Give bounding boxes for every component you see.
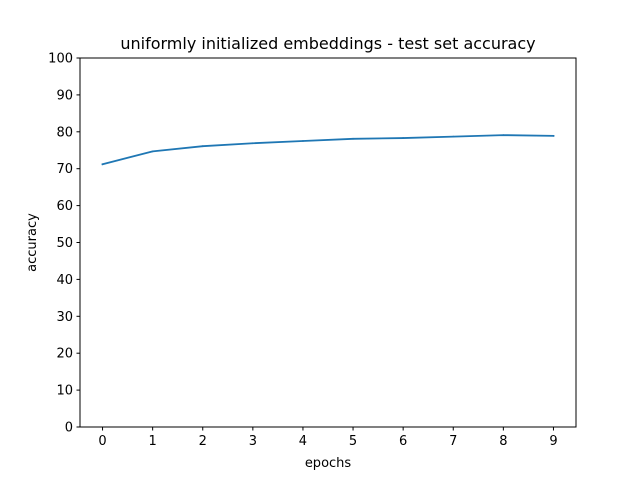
plot-area-frame bbox=[79, 57, 577, 428]
y-tick-label-6: 60 bbox=[56, 199, 73, 214]
y-tick-label-8: 80 bbox=[56, 125, 73, 140]
y-axis-title: accuracy bbox=[25, 213, 40, 272]
data-point-0-7 bbox=[452, 135, 455, 138]
y-tick-label-9: 90 bbox=[56, 88, 73, 103]
x-axis-ticks: 0 1 2 3 4 5 6 7 8 9 bbox=[98, 427, 558, 449]
data-point-0-9 bbox=[552, 134, 555, 137]
y-tick-label-7: 70 bbox=[56, 162, 73, 177]
data-point-0-2 bbox=[201, 145, 204, 148]
x-tick-label-7: 7 bbox=[449, 434, 457, 449]
y-axis-ticks: 0 10 20 30 40 50 60 70 80 90 100 bbox=[48, 52, 80, 436]
x-tick-label-6: 6 bbox=[399, 434, 407, 449]
data-point-0-0 bbox=[101, 163, 104, 166]
y-tick-label-4: 40 bbox=[56, 273, 73, 288]
data-point-0-3 bbox=[251, 142, 254, 145]
x-tick-label-8: 8 bbox=[499, 434, 507, 449]
data-point-0-6 bbox=[402, 137, 405, 139]
series-layer bbox=[101, 134, 555, 166]
data-point-0-4 bbox=[302, 140, 304, 142]
y-tick-label-10: 100 bbox=[48, 52, 73, 67]
y-tick-label-0: 0 bbox=[65, 421, 73, 436]
y-tick-label-1: 10 bbox=[56, 384, 73, 399]
data-point-0-1 bbox=[151, 150, 154, 153]
y-tick-label-3: 30 bbox=[56, 310, 73, 325]
x-tick-label-0: 0 bbox=[98, 434, 106, 449]
data-point-0-8 bbox=[502, 134, 505, 137]
series-line-0 bbox=[101, 134, 555, 166]
chart-title: uniformly initialized embeddings - test … bbox=[120, 34, 535, 53]
data-point-0-5 bbox=[352, 137, 354, 140]
x-tick-label-9: 9 bbox=[549, 434, 557, 449]
x-tick-label-1: 1 bbox=[149, 434, 157, 449]
x-tick-label-4: 4 bbox=[299, 434, 307, 449]
y-tick-label-5: 50 bbox=[56, 236, 73, 251]
x-tick-label-5: 5 bbox=[349, 434, 357, 449]
x-tick-label-2: 2 bbox=[199, 434, 207, 449]
y-tick-label-2: 20 bbox=[56, 347, 73, 362]
x-tick-label-3: 3 bbox=[249, 434, 257, 449]
x-axis-title: epochs bbox=[305, 456, 352, 471]
